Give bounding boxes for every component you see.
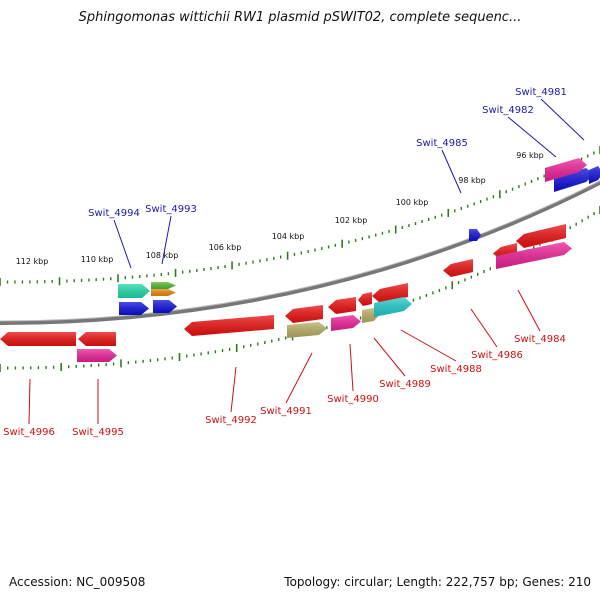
gene-label: Swit_4982 (482, 105, 534, 116)
scale-label: 100 kbp (396, 198, 429, 207)
scale-label: 98 kbp (458, 176, 486, 185)
scale-label: 104 kbp (272, 232, 305, 241)
leader-line (349, 343, 354, 392)
leader-line (28, 378, 31, 425)
gene-label: Swit_4984 (514, 334, 566, 345)
gene-label: Swit_4993 (145, 204, 197, 215)
map-title: Sphingomonas wittichii RW1 plasmid pSWIT… (78, 10, 522, 25)
gene-label: Swit_4985 (416, 138, 468, 149)
scale-label: 112 kbp (16, 257, 49, 266)
gene-label: Swit_4981 (515, 87, 567, 98)
gene-label: Swit_4992 (205, 415, 257, 426)
leader-line (161, 215, 172, 265)
leader-line (517, 289, 541, 332)
scale-label: 102 kbp (335, 216, 368, 225)
leader-line (540, 98, 585, 141)
leader-line (400, 329, 457, 362)
accession-text: Accession: NC_009508 (9, 575, 146, 589)
leader-line (441, 149, 462, 194)
scale-label: 108 kbp (146, 251, 179, 260)
scale-labels: 112 kbp 110 kbp 108 kbp 106 kbp 104 kbp 102 k… (16, 151, 544, 266)
gene-label: Swit_4991 (260, 406, 312, 417)
scale-label: 96 kbp (516, 151, 544, 160)
gene-label: Swit_4990 (327, 394, 379, 405)
scale-label: 110 kbp (81, 255, 114, 264)
scale-label: 106 kbp (209, 243, 242, 252)
gene-label: Swit_4986 (471, 350, 523, 361)
gene-label: Swit_4994 (88, 208, 140, 219)
summary-text: Topology: circular; Length: 222,757 bp; … (284, 575, 591, 589)
leader-line (507, 116, 557, 158)
gene-features (0, 158, 600, 362)
leader-line (230, 366, 237, 413)
leader-line (285, 352, 313, 404)
plasmid-backbone (0, 180, 600, 325)
gene-label: Swit_4996 (3, 427, 55, 438)
leader-line (373, 337, 406, 377)
gene-label: Swit_4989 (379, 379, 431, 390)
leader-line (113, 219, 132, 269)
gene-labels: Swit_4981 Swit_4982 Swit_4985 Swit_4993 Swit… (3, 87, 585, 438)
gene-label: Swit_4995 (72, 427, 124, 438)
leader-line (470, 308, 498, 348)
gene-label: Swit_4988 (430, 364, 482, 375)
